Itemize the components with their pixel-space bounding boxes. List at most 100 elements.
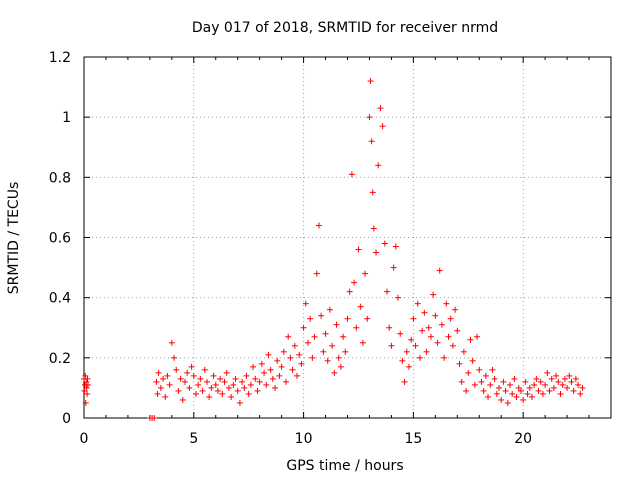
data-point <box>230 381 237 388</box>
chart-title: Day 017 of 2018, SRMTID for receiver nrm… <box>192 20 498 36</box>
data-point <box>82 372 89 379</box>
data-point <box>153 378 160 385</box>
data-point <box>500 378 507 385</box>
data-point <box>293 372 300 379</box>
data-point <box>397 330 404 337</box>
data-point <box>436 267 443 274</box>
data-point <box>272 384 279 391</box>
data-point <box>304 339 311 346</box>
data-point <box>373 249 380 256</box>
data-point <box>375 162 382 169</box>
data-point <box>256 378 263 385</box>
data-point <box>197 375 204 382</box>
data-point <box>528 393 535 400</box>
data-point <box>414 300 421 307</box>
data-point <box>243 372 250 379</box>
y-tick-label: 0.4 <box>49 291 71 307</box>
data-point <box>362 270 369 277</box>
data-point <box>326 306 333 313</box>
data-point <box>467 336 474 343</box>
data-point <box>458 378 465 385</box>
data-point <box>329 342 336 349</box>
data-point <box>175 387 182 394</box>
data-point <box>575 381 582 388</box>
data-point <box>342 348 349 355</box>
data-point <box>296 351 303 358</box>
y-tick-label: 0.2 <box>49 351 71 367</box>
data-point <box>351 279 358 286</box>
data-point <box>441 354 448 361</box>
data-point <box>340 333 347 340</box>
data-point <box>267 366 274 373</box>
data-point <box>154 390 161 397</box>
data-point <box>199 387 206 394</box>
data-point <box>241 384 248 391</box>
data-point <box>81 387 88 394</box>
data-point <box>208 384 215 391</box>
data-point <box>561 375 568 382</box>
data-point <box>201 366 208 373</box>
data-point <box>476 366 483 373</box>
data-point <box>346 288 353 295</box>
data-point <box>357 303 364 310</box>
data-point <box>522 378 529 385</box>
data-point <box>298 360 305 367</box>
data-point <box>496 384 503 391</box>
data-point <box>430 291 437 298</box>
data-point <box>337 363 344 370</box>
data-point <box>369 189 376 196</box>
data-point <box>482 372 489 379</box>
data-point <box>553 372 560 379</box>
data-point <box>366 114 373 121</box>
grid <box>84 57 611 418</box>
data-point <box>359 339 366 346</box>
data-point <box>434 339 441 346</box>
data-point <box>548 375 555 382</box>
data-point <box>487 381 494 388</box>
y-axis-label: SRMTID / TECUs <box>6 182 22 295</box>
data-point <box>520 396 527 403</box>
data-point <box>493 390 500 397</box>
data-point <box>403 348 410 355</box>
plot-frame <box>83 56 612 419</box>
data-point <box>190 372 197 379</box>
data-point <box>307 315 314 322</box>
data-point <box>557 390 564 397</box>
y-tick-label: 1.2 <box>49 50 71 66</box>
data-point <box>355 246 362 253</box>
data-point <box>568 378 575 385</box>
data-point <box>274 357 281 364</box>
x-tick-label: 5 <box>189 431 198 447</box>
data-point <box>386 324 393 331</box>
data-point <box>577 390 584 397</box>
data-point <box>83 378 90 385</box>
x-tick-label: 10 <box>295 431 313 447</box>
data-point <box>498 396 505 403</box>
data-point <box>186 384 193 391</box>
data-point <box>412 342 419 349</box>
data-point <box>559 381 566 388</box>
data-point <box>452 306 459 313</box>
data-point <box>287 354 294 361</box>
data-point <box>517 387 524 394</box>
data-point <box>348 171 355 178</box>
data-point <box>203 378 210 385</box>
data-point <box>155 369 162 376</box>
y-tick-label: 0.6 <box>49 231 71 247</box>
data-point <box>539 390 546 397</box>
data-point <box>377 105 384 112</box>
x-tick-label: 0 <box>80 431 89 447</box>
data-point <box>504 399 511 406</box>
data-point <box>368 138 375 145</box>
data-point <box>195 381 202 388</box>
data-point <box>278 363 285 370</box>
data-point <box>531 381 538 388</box>
data-point <box>219 390 226 397</box>
data-point <box>283 378 290 385</box>
data-point <box>555 378 562 385</box>
data-point <box>84 390 91 397</box>
data-point <box>465 369 472 376</box>
data-point <box>421 309 428 316</box>
y-tick-label: 1 <box>62 110 71 126</box>
data-point <box>425 324 432 331</box>
